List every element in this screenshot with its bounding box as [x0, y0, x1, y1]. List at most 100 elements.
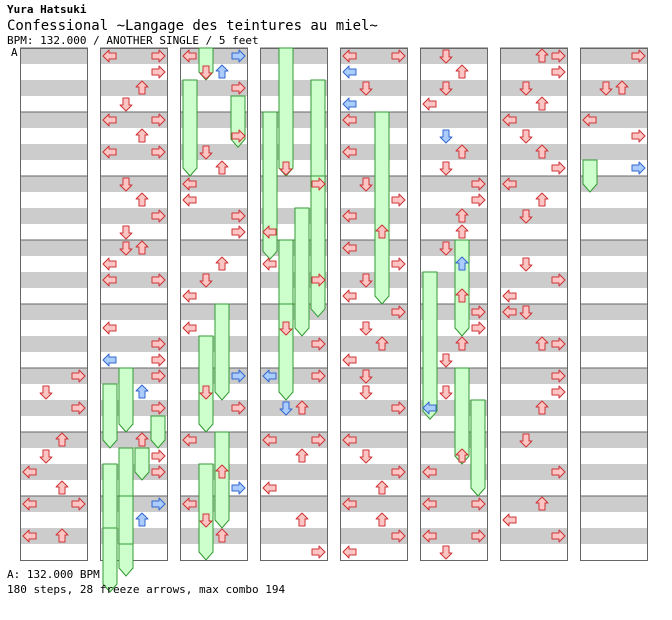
left-arrow-icon — [342, 545, 357, 559]
up-arrow-icon — [455, 256, 469, 271]
left-arrow-icon — [582, 113, 597, 127]
up-arrow-icon — [535, 144, 549, 159]
up-arrow-icon — [455, 144, 469, 159]
left-arrow-icon — [342, 289, 357, 303]
right-arrow-icon — [71, 401, 86, 415]
beat-stripe — [580, 48, 648, 64]
column-border — [340, 48, 408, 561]
beat-stripe — [500, 496, 568, 512]
left-arrow-icon — [422, 97, 437, 111]
left-arrow-icon — [342, 113, 357, 127]
up-arrow-icon — [455, 288, 469, 303]
beat-stripe — [580, 240, 648, 256]
right-arrow-icon — [391, 465, 406, 479]
left-arrow-icon — [502, 113, 517, 127]
down-arrow-icon — [439, 49, 453, 64]
beat-stripe — [420, 112, 488, 128]
right-arrow-icon — [311, 545, 326, 559]
beat-stripe — [100, 80, 168, 96]
up-arrow-icon — [55, 480, 69, 495]
beat-stripe — [340, 240, 408, 256]
beat-stripe — [500, 304, 568, 320]
freeze-arrow — [470, 399, 486, 497]
beat-stripe — [100, 208, 168, 224]
down-arrow-icon — [439, 161, 453, 176]
column-border — [100, 48, 168, 561]
beat-stripe — [20, 112, 88, 128]
beat-stripe — [260, 432, 328, 448]
beat-stripe — [500, 144, 568, 160]
beat-stripe — [500, 48, 568, 64]
up-arrow-icon — [135, 384, 149, 399]
beat-stripe — [260, 464, 328, 480]
down-arrow-icon — [279, 161, 293, 176]
right-arrow-icon — [631, 49, 646, 63]
beat-stripe — [20, 336, 88, 352]
right-arrow-icon — [151, 497, 166, 511]
left-arrow-icon — [22, 497, 37, 511]
beat-stripe — [340, 144, 408, 160]
freeze-arrow — [422, 271, 438, 420]
up-arrow-icon — [215, 64, 229, 79]
column-border — [180, 48, 248, 561]
up-arrow-icon — [295, 448, 309, 463]
left-arrow-icon — [262, 369, 277, 383]
beat-stripe — [180, 528, 248, 544]
right-arrow-icon — [551, 465, 566, 479]
column-border — [420, 48, 488, 561]
down-arrow-icon — [119, 225, 133, 240]
beat-stripe — [580, 528, 648, 544]
right-arrow-icon — [551, 529, 566, 543]
beat-stripe — [20, 496, 88, 512]
right-arrow-icon — [471, 305, 486, 319]
beat-stripe — [180, 336, 248, 352]
beat-stripe — [420, 176, 488, 192]
bpm-legend: A: 132.000 BPM — [7, 568, 100, 581]
chart-column — [100, 47, 168, 593]
beat-stripe — [180, 432, 248, 448]
beat-stripe — [100, 48, 168, 64]
freeze-arrow — [262, 111, 278, 260]
freeze-arrow — [102, 383, 118, 449]
beat-stripe — [180, 368, 248, 384]
up-arrow-icon — [135, 128, 149, 143]
freeze-arrow — [374, 111, 390, 305]
freeze-arrow — [198, 335, 214, 433]
right-arrow-icon — [471, 529, 486, 543]
up-arrow-icon — [215, 464, 229, 479]
up-arrow-icon — [535, 48, 549, 63]
beat-stripe — [100, 368, 168, 384]
right-arrow-icon — [551, 161, 566, 175]
beat-stripe — [180, 48, 248, 64]
left-arrow-icon — [102, 257, 117, 271]
up-arrow-icon — [55, 432, 69, 447]
beat-stripe — [500, 208, 568, 224]
left-arrow-icon — [22, 529, 37, 543]
down-arrow-icon — [439, 545, 453, 560]
beat-stripe — [100, 144, 168, 160]
down-arrow-icon — [439, 241, 453, 256]
beat-stripe — [100, 336, 168, 352]
beat-stripe — [500, 80, 568, 96]
beat-stripe — [340, 304, 408, 320]
down-arrow-icon — [599, 81, 613, 96]
down-arrow-icon — [519, 257, 533, 272]
down-arrow-icon — [519, 129, 533, 144]
beat-stripe — [100, 176, 168, 192]
left-arrow-icon — [182, 321, 197, 335]
beat-stripe — [180, 464, 248, 480]
right-arrow-icon — [311, 177, 326, 191]
right-arrow-icon — [551, 65, 566, 79]
right-arrow-icon — [311, 369, 326, 383]
column-border — [20, 48, 88, 561]
beat-stripe — [20, 272, 88, 288]
beat-stripe — [20, 80, 88, 96]
beat-stripe — [580, 80, 648, 96]
beat-stripe — [500, 528, 568, 544]
beat-stripe — [580, 432, 648, 448]
right-arrow-icon — [311, 433, 326, 447]
chart-column — [340, 47, 408, 561]
up-arrow-icon — [215, 256, 229, 271]
up-arrow-icon — [295, 400, 309, 415]
column-border — [260, 48, 328, 561]
